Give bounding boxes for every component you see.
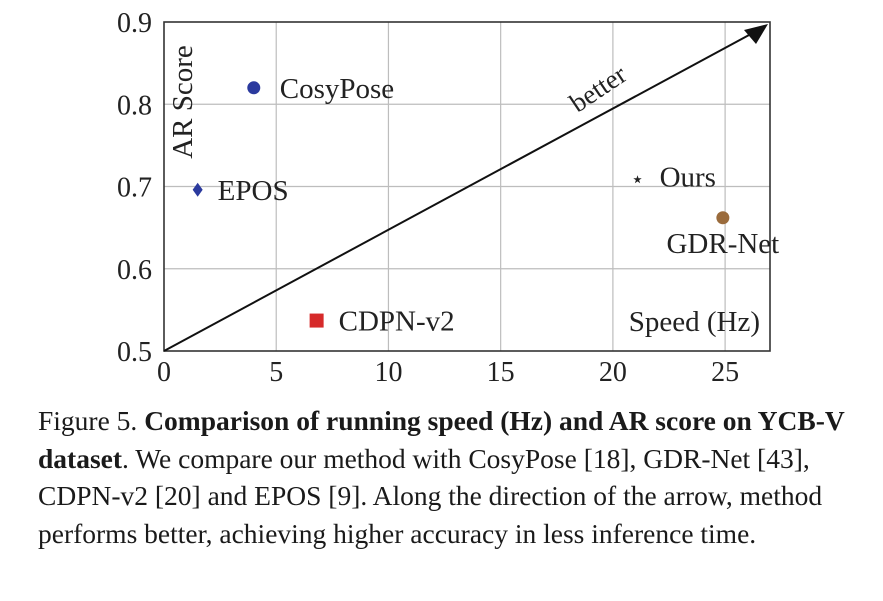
arrow-line (163, 27, 763, 352)
point-label: Ours (660, 162, 716, 194)
better-arrow (163, 24, 768, 352)
point-marker (192, 182, 203, 197)
y-tick-label: 0.8 (117, 90, 152, 121)
data-points: CosyPose EPOS CDPN-v2 GDR-Net ⋆ Ours (192, 73, 779, 338)
axes-frame (163, 21, 771, 352)
grid-lines (164, 22, 770, 351)
x-tick-label: 15 (487, 357, 515, 388)
y-tick-label: 0.9 (117, 8, 152, 39)
figure-caption: Figure 5. Comparison of running speed (H… (38, 402, 853, 552)
scatter-chart: 0.5 0.6 0.7 0.8 0.9 0 5 10 15 20 25 CosyPose EPOS CD… (117, 8, 779, 388)
point-cosypose: CosyPose (247, 73, 394, 105)
point-label: CosyPose (280, 73, 394, 105)
caption-label: Figure 5. (38, 405, 138, 436)
point-marker (716, 211, 730, 225)
point-marker (309, 313, 324, 328)
y-tick-label: 0.7 (117, 173, 152, 204)
y-tick-label: 0.5 (117, 337, 152, 368)
point-gdr-net: GDR-Net (666, 211, 779, 260)
caption-bold: Comparison of running speed (Hz) and AR … (38, 405, 845, 474)
x-tick-label: 25 (711, 357, 739, 388)
x-axis-label: Speed (Hz) (629, 306, 760, 338)
x-tick-label: 5 (269, 357, 283, 388)
point-marker (247, 81, 261, 95)
arrow-label: better (564, 59, 632, 118)
point-label: EPOS (218, 175, 289, 207)
point-ours: ⋆ Ours (631, 162, 716, 194)
point-label: CDPN-v2 (339, 306, 455, 338)
y-tick-label: 0.6 (117, 255, 152, 286)
arrow-head (744, 24, 768, 44)
point-label: GDR-Net (666, 228, 779, 260)
x-tick-label: 10 (374, 357, 402, 388)
point-cdpn-v2: CDPN-v2 (309, 306, 455, 338)
x-tick-label: 20 (599, 357, 627, 388)
x-tick-label: 0 (157, 357, 171, 388)
point-epos: EPOS (192, 175, 289, 207)
tick-labels: 0.5 0.6 0.7 0.8 0.9 0 5 10 15 20 25 (117, 8, 739, 388)
y-axis-label: AR Score (167, 45, 199, 159)
point-marker: ⋆ (631, 167, 645, 192)
caption-text: . We compare our method with CosyPose [1… (38, 442, 823, 549)
plot-frame (163, 21, 771, 352)
